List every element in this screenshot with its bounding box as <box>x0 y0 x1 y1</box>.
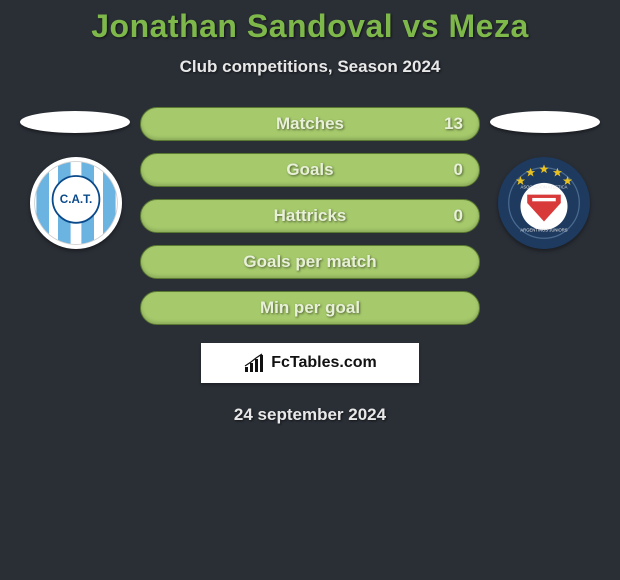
brand-text: FcTables.com <box>271 354 377 372</box>
chart-icon <box>243 353 267 373</box>
stat-label: Min per goal <box>260 298 360 318</box>
side-right: ASOCIACION ATLETICA ARGENTINOS JUNIORS <box>484 107 604 249</box>
brand-box[interactable]: FcTables.com <box>201 343 419 383</box>
stat-bar: Goals 0 <box>140 153 480 187</box>
stat-label: Goals <box>286 160 333 180</box>
svg-text:C.A.T.: C.A.T. <box>60 193 92 206</box>
subtitle: Club competitions, Season 2024 <box>0 57 620 77</box>
stat-bar: Goals per match <box>140 245 480 279</box>
stat-bar: Hattricks 0 <box>140 199 480 233</box>
stat-bar: Min per goal <box>140 291 480 325</box>
team-logo-right: ASOCIACION ATLETICA ARGENTINOS JUNIORS <box>498 157 590 249</box>
comparison-row: C.A.T. Matches 13 Goals 0 Hattricks 0 Go… <box>0 107 620 325</box>
stat-label: Hattricks <box>274 206 347 226</box>
stat-value: 13 <box>444 114 463 134</box>
stat-label: Goals per match <box>243 252 376 272</box>
shield-icon: ASOCIACION ATLETICA ARGENTINOS JUNIORS <box>502 160 586 246</box>
side-left: C.A.T. <box>16 107 136 249</box>
svg-text:ARGENTINOS JUNIORS: ARGENTINOS JUNIORS <box>520 228 567 233</box>
stat-value: 0 <box>454 160 463 180</box>
stats-column: Matches 13 Goals 0 Hattricks 0 Goals per… <box>136 107 484 325</box>
flag-left <box>20 111 130 133</box>
shield-icon: C.A.T. <box>31 158 121 248</box>
svg-text:ASOCIACION ATLETICA: ASOCIACION ATLETICA <box>521 185 568 190</box>
page-title: Jonathan Sandoval vs Meza <box>0 8 620 45</box>
date-label: 24 september 2024 <box>0 405 620 425</box>
stat-bar: Matches 13 <box>140 107 480 141</box>
flag-right <box>490 111 600 133</box>
team-logo-left: C.A.T. <box>30 157 122 249</box>
stat-value: 0 <box>454 206 463 226</box>
stat-label: Matches <box>276 114 344 134</box>
